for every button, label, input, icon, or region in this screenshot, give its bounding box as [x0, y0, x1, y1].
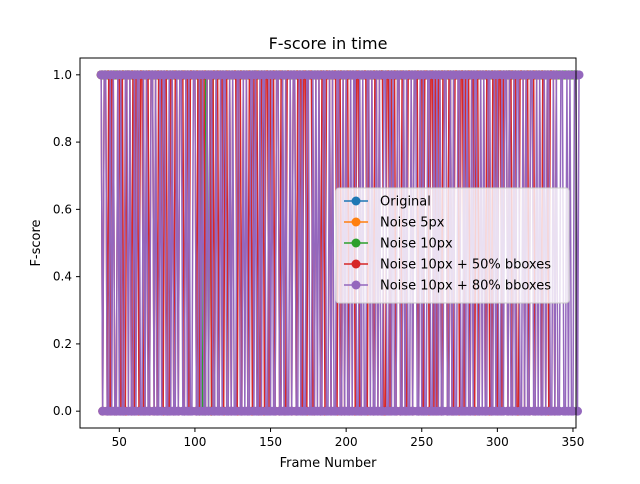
- chart-title: F-score in time: [269, 34, 388, 53]
- y-axis-label: F-score: [29, 219, 44, 266]
- y-tick-label: 0.8: [53, 135, 72, 149]
- y-tick-label: 0.4: [53, 270, 72, 284]
- legend-label: Noise 10px: [380, 237, 453, 252]
- series-5: [96, 70, 584, 416]
- y-tick-label: 1.0: [53, 68, 72, 82]
- legend-label: Noise 5px: [380, 216, 445, 231]
- legend: Original Noise 5px Noise 10px Noise 10px + …: [335, 187, 570, 304]
- x-tick-label: 150: [259, 435, 282, 449]
- series-layer: [96, 70, 584, 416]
- y-tick-label: 0.6: [53, 202, 72, 216]
- x-tick-label: 200: [335, 435, 358, 449]
- legend-box: [335, 187, 570, 304]
- legend-item: Noise 5px: [344, 216, 445, 231]
- y-axis: 0.0 0.2 0.4 0.6 0.8 1.0: [53, 68, 80, 418]
- x-tick-label: 50: [112, 435, 127, 449]
- x-tick-label: 300: [486, 435, 509, 449]
- y-tick-label: 0.2: [53, 337, 72, 351]
- legend-marker: [351, 238, 361, 248]
- legend-marker: [351, 196, 361, 206]
- legend-label: Noise 10px + 50% bboxes: [380, 258, 551, 273]
- data-point: [574, 70, 584, 80]
- legend-item: Noise 10px + 80% bboxes: [344, 279, 551, 294]
- legend-marker: [351, 259, 361, 269]
- legend-item: Noise 10px + 50% bboxes: [344, 258, 551, 273]
- legend-item: Original: [344, 195, 431, 210]
- x-tick-label: 350: [562, 435, 585, 449]
- x-tick-label: 250: [410, 435, 433, 449]
- legend-label: Noise 10px + 80% bboxes: [380, 279, 551, 294]
- legend-label: Original: [380, 195, 431, 210]
- data-point: [573, 406, 583, 416]
- x-tick-label: 100: [183, 435, 206, 449]
- x-axis-label: Frame Number: [280, 456, 378, 471]
- y-tick-label: 0.0: [53, 404, 72, 418]
- x-axis: 50 100 150 200 250 300 350: [112, 428, 585, 449]
- legend-item: Noise 10px: [344, 237, 453, 252]
- legend-marker: [351, 217, 361, 227]
- plot-frame: [79, 57, 577, 429]
- legend-marker: [351, 280, 361, 290]
